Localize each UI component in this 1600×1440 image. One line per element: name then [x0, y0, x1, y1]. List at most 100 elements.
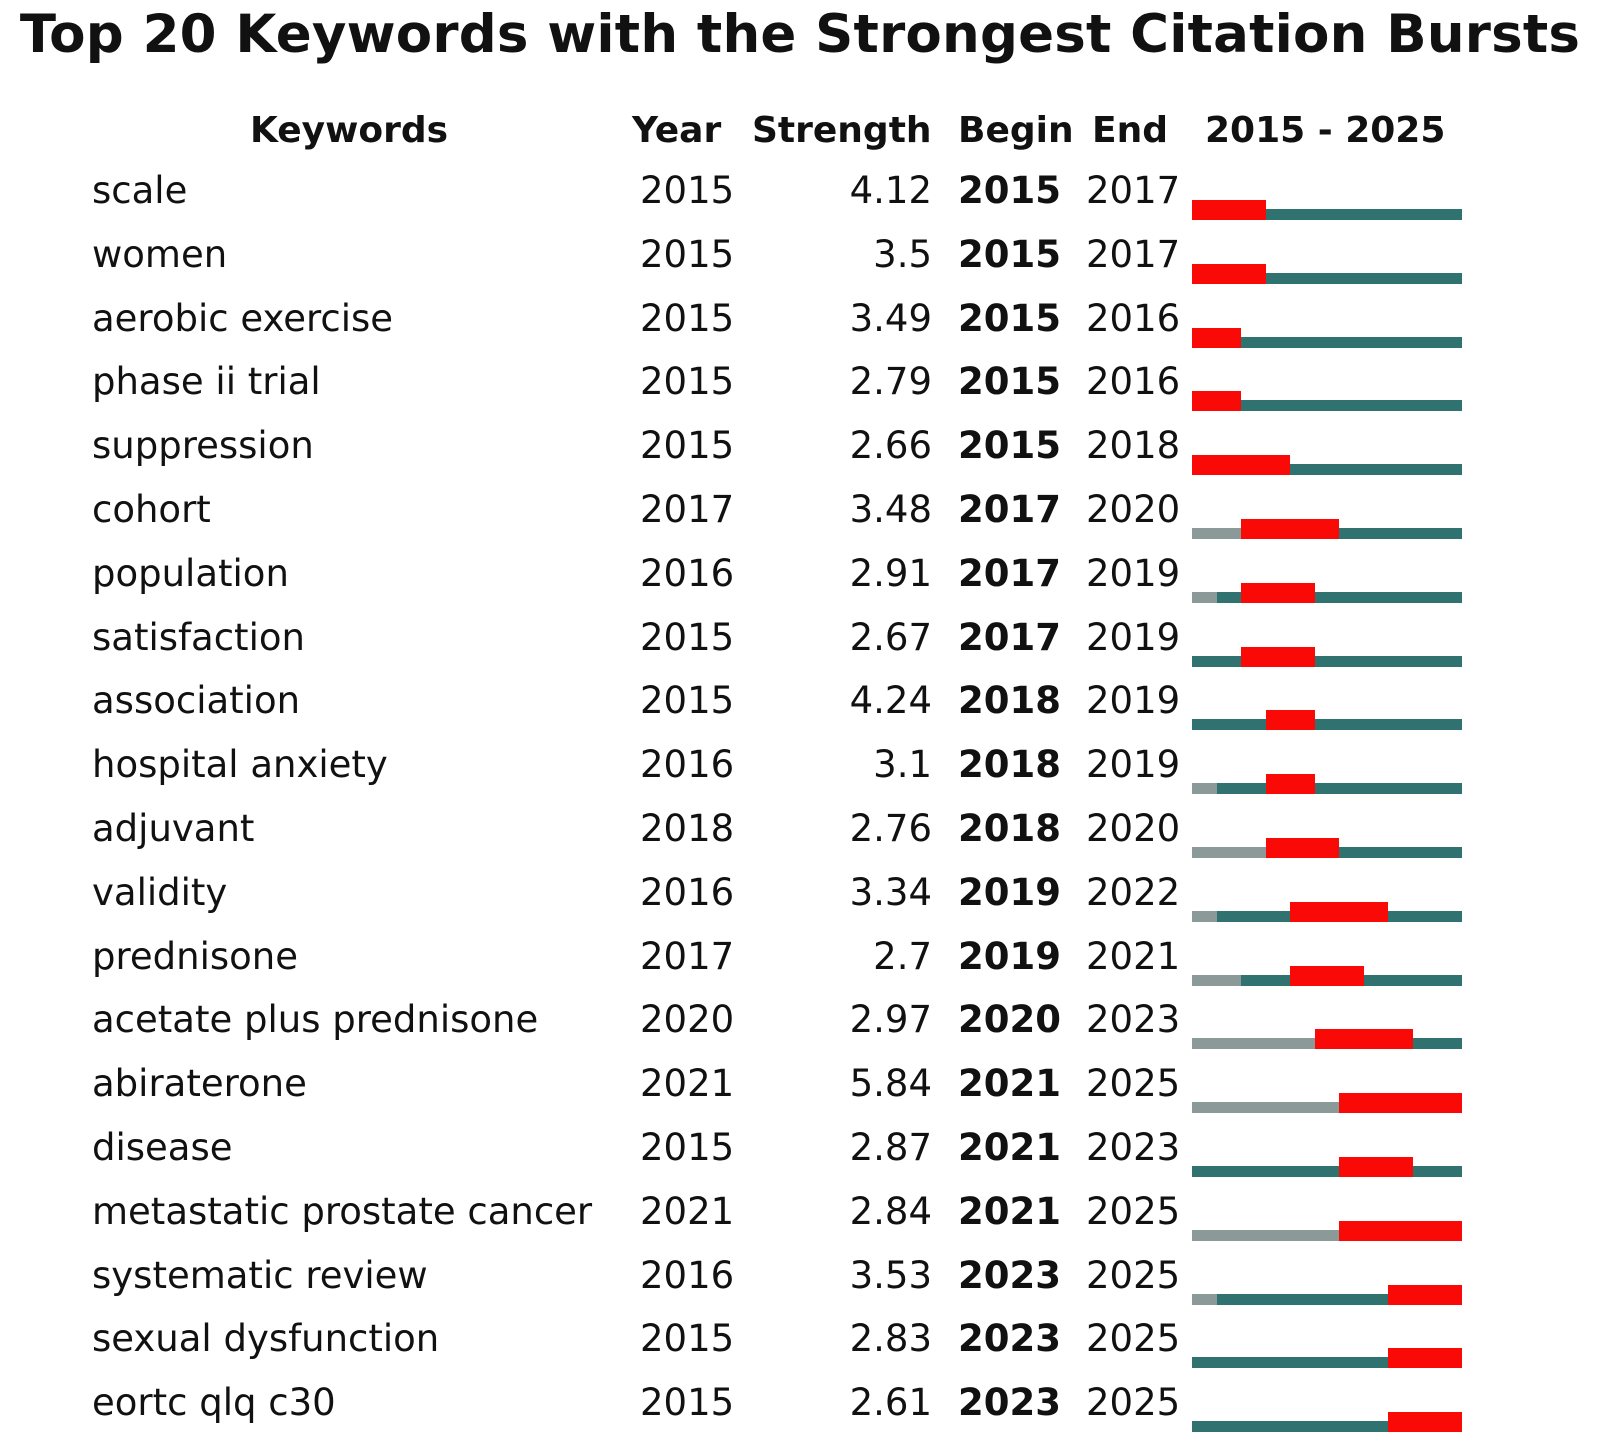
strength-value: 3.5: [873, 232, 932, 276]
active-segment: [1192, 1357, 1462, 1369]
year-value: 2017: [640, 934, 735, 978]
burst-timeline: [1192, 1029, 1462, 1050]
keyword-label: population: [92, 551, 289, 595]
burst-segment: [1192, 200, 1266, 220]
strength-value: 2.61: [849, 1381, 932, 1425]
end-value: 2025: [1086, 1253, 1181, 1297]
table-row: satisfaction 2015 2.67 2017 2019: [0, 611, 1600, 675]
year-value: 2015: [640, 615, 735, 659]
burst-segment: [1339, 1093, 1462, 1114]
burst-timeline: [1192, 455, 1462, 476]
table-row: scale 2015 4.12 2015 2017: [0, 164, 1600, 228]
burst-segment: [1241, 646, 1315, 667]
year-value: 2015: [640, 360, 735, 404]
keyword-label: abiraterone: [92, 1062, 307, 1106]
year-value: 2015: [640, 169, 735, 212]
end-value: 2025: [1086, 1381, 1181, 1425]
inactive-segment: [1192, 1293, 1217, 1305]
table-row: aerobic exercise 2015 3.49 2015 2016: [0, 292, 1600, 356]
keyword-label: adjuvant: [92, 806, 255, 850]
inactive-segment: [1192, 1229, 1340, 1241]
header-strength: Strength: [752, 110, 932, 151]
year-value: 2015: [640, 424, 735, 468]
burst-segment: [1388, 1348, 1462, 1369]
burst-segment: [1388, 1284, 1462, 1305]
burst-timeline: [1192, 646, 1462, 667]
strength-value: 2.97: [849, 998, 932, 1042]
year-value: 2016: [640, 551, 735, 595]
inactive-segment: [1192, 1102, 1340, 1114]
keyword-label: women: [92, 232, 228, 276]
begin-value: 2021: [958, 1125, 1061, 1169]
year-value: 2021: [640, 1189, 735, 1233]
header-begin: Begin: [958, 110, 1074, 151]
end-value: 2019: [1086, 615, 1181, 659]
active-segment: [1216, 591, 1462, 603]
active-segment: [1265, 846, 1462, 858]
year-value: 2016: [640, 1253, 735, 1297]
burst-segment: [1290, 965, 1364, 986]
year-value: 2021: [640, 1062, 735, 1106]
strength-value: 2.67: [849, 615, 932, 659]
burst-timeline: [1192, 1412, 1462, 1433]
keyword-label: acetate plus prednisone: [92, 998, 539, 1042]
begin-value: 2019: [958, 870, 1061, 914]
begin-value: 2015: [958, 232, 1061, 276]
burst-segment: [1241, 518, 1340, 539]
end-value: 2025: [1086, 1189, 1181, 1233]
burst-segment: [1192, 327, 1242, 348]
burst-segment: [1192, 391, 1242, 412]
inactive-segment: [1192, 846, 1266, 858]
begin-value: 2015: [958, 360, 1061, 404]
chart-title: Top 20 Keywords with the Strongest Citat…: [19, 4, 1581, 65]
active-segment: [1192, 209, 1462, 220]
begin-value: 2023: [958, 1253, 1061, 1297]
year-value: 2017: [640, 487, 735, 531]
burst-segment: [1265, 774, 1315, 795]
keyword-label: cohort: [92, 487, 211, 531]
burst-timeline: [1192, 1156, 1462, 1177]
table-row: metastatic prostate cancer 2021 2.84 2021 20…: [0, 1185, 1600, 1249]
burst-timeline: [1192, 518, 1462, 539]
strength-value: 2.91: [849, 551, 932, 595]
burst-segment: [1388, 1412, 1462, 1433]
strength-value: 3.48: [849, 487, 932, 531]
strength-value: 4.24: [849, 679, 932, 723]
keyword-label: sexual dysfunction: [92, 1317, 440, 1361]
keyword-label: association: [92, 679, 301, 723]
burst-timeline: [1192, 1093, 1462, 1114]
begin-value: 2015: [958, 169, 1061, 212]
burst-segment: [1314, 1029, 1413, 1050]
table-row: hospital anxiety 2016 3.1 2018 2019: [0, 738, 1600, 802]
active-segment: [1192, 336, 1462, 348]
begin-value: 2018: [958, 743, 1061, 787]
year-value: 2015: [640, 1317, 735, 1361]
keyword-label: metastatic prostate cancer: [92, 1189, 593, 1233]
burst-segment: [1290, 901, 1389, 922]
begin-value: 2017: [958, 551, 1061, 595]
table-row: validity 2016 3.34 2019 2022: [0, 866, 1600, 930]
table-row: sexual dysfunction 2015 2.83 2023 2025: [0, 1312, 1600, 1376]
begin-value: 2023: [958, 1317, 1061, 1361]
burst-timeline: [1192, 1348, 1462, 1369]
begin-value: 2017: [958, 615, 1061, 659]
strength-value: 3.53: [849, 1253, 932, 1297]
begin-value: 2018: [958, 679, 1061, 723]
active-segment: [1192, 464, 1462, 476]
keyword-label: hospital anxiety: [92, 743, 388, 787]
end-value: 2023: [1086, 998, 1181, 1042]
end-value: 2016: [1086, 296, 1181, 340]
end-value: 2022: [1086, 870, 1181, 914]
header-year: Year: [632, 110, 722, 151]
end-value: 2018: [1086, 424, 1181, 468]
active-segment: [1192, 272, 1462, 284]
burst-timeline: [1192, 837, 1462, 858]
begin-value: 2021: [958, 1062, 1061, 1106]
strength-value: 2.79: [849, 360, 932, 404]
strength-value: 2.83: [849, 1317, 932, 1361]
burst-segment: [1265, 837, 1340, 858]
begin-value: 2017: [958, 487, 1061, 531]
burst-segment: [1339, 1220, 1462, 1241]
burst-timeline: [1192, 710, 1462, 731]
end-value: 2020: [1086, 806, 1181, 850]
